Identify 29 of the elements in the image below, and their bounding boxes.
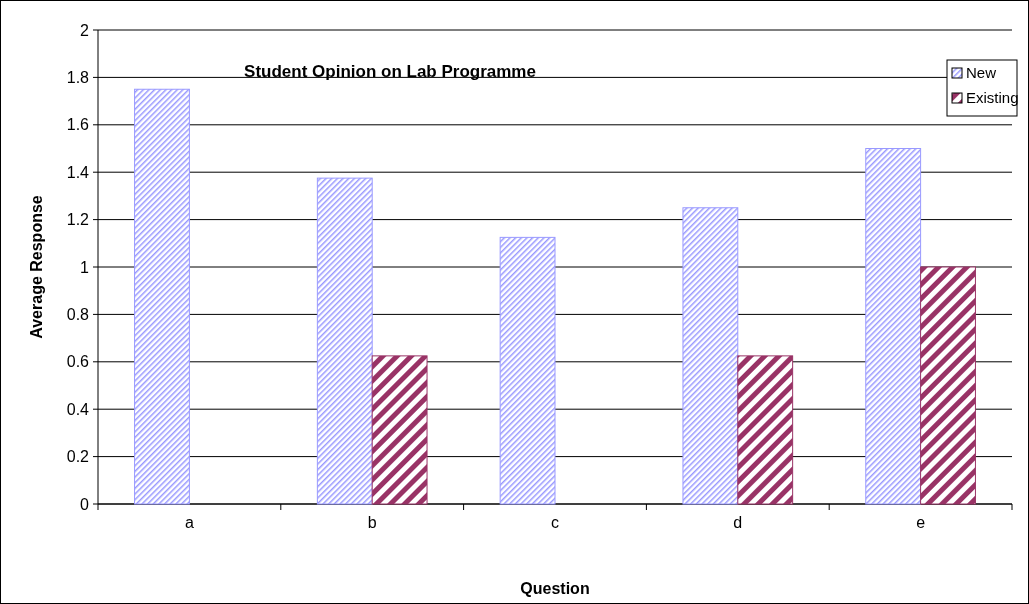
x-tick-label: a — [184, 514, 194, 531]
bar — [865, 148, 922, 505]
bar — [499, 236, 556, 505]
y-tick-label: 0.6 — [66, 353, 90, 371]
text: Student Opinion on Lab Programme — [244, 62, 536, 81]
y-tick-label: 1.2 — [66, 211, 90, 229]
x-tick-label: d — [733, 514, 743, 531]
x-axis-title: Question — [520, 580, 590, 597]
bar — [371, 355, 428, 505]
x-tick-label: b — [367, 514, 377, 531]
y-tick-label: 0 — [80, 495, 90, 513]
bar — [737, 355, 794, 505]
y-tick-label: 2 — [80, 21, 90, 39]
y-tick-label: 0.2 — [66, 448, 90, 466]
y-tick-label: 1 — [80, 258, 90, 276]
legend-label: Existing — [966, 89, 1019, 107]
y-axis-title: Average Response — [28, 195, 45, 339]
x-tick-label: c — [551, 514, 559, 531]
y-tick-label: 0.8 — [66, 306, 90, 323]
bar — [920, 266, 976, 505]
y-tick-label: 1.6 — [66, 116, 90, 134]
bar — [682, 207, 739, 505]
y-tick-label: 1.4 — [66, 163, 90, 181]
x-tick-label: e — [916, 514, 926, 531]
y-tick-label: 1.8 — [66, 69, 90, 86]
bar — [134, 88, 190, 505]
y-tick-label: 0.4 — [66, 400, 90, 418]
legend-label: New — [966, 64, 997, 82]
bar — [316, 177, 373, 505]
